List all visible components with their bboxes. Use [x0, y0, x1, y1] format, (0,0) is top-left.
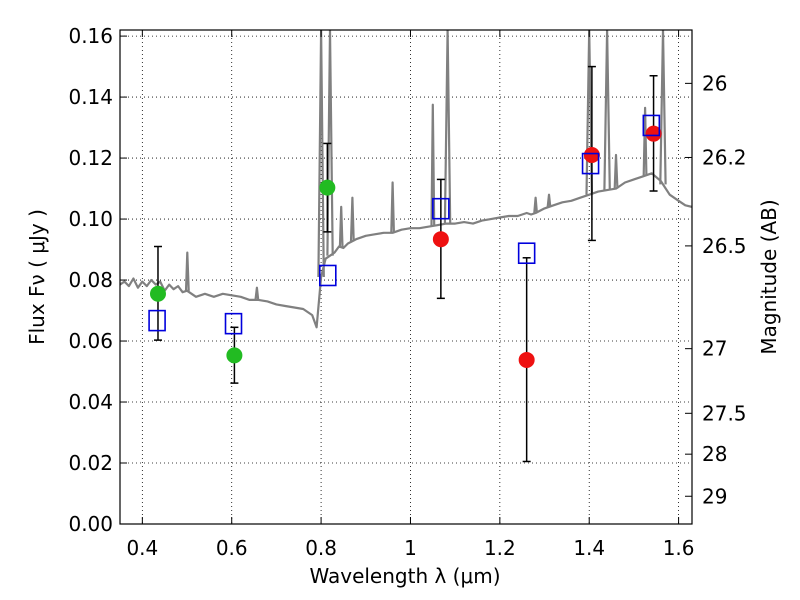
mag-tick-label: 26.2 [702, 145, 747, 169]
emission-line [430, 103, 436, 226]
mag-tick-label: 29 [702, 484, 727, 508]
y-tick-label: 0.08 [68, 268, 113, 292]
x-axis-label: Wavelength λ (μm) [309, 564, 500, 588]
spectrum-line [120, 172, 692, 329]
y-tick-label: 0.16 [68, 24, 113, 48]
y-tick-label: 0.06 [68, 329, 113, 353]
marker-layer [148, 114, 662, 368]
y-tick-label: 0.10 [68, 207, 113, 231]
x-tick-label: 0.4 [126, 536, 158, 560]
x-tick-label: 1 [404, 536, 417, 560]
y-axis-label: Flux Fν ( μJy ) [25, 209, 49, 345]
observed-point [319, 179, 336, 196]
emission-line [642, 106, 648, 176]
model-photometry-square [642, 114, 661, 137]
mag-tick-label: 26 [702, 71, 727, 95]
plot-area [120, 30, 692, 463]
emission-line [603, 30, 611, 191]
observed-point [149, 285, 166, 302]
x-tick-label: 1.2 [484, 536, 516, 560]
y-tick-label: 0.00 [68, 512, 113, 536]
mag-tick-label: 28 [702, 442, 727, 466]
model-photometry-square [432, 197, 450, 220]
y-tick-label: 0.12 [68, 146, 113, 170]
emission-line [390, 181, 395, 233]
emission-line [443, 30, 452, 224]
emission-line [349, 196, 355, 242]
model-photometry-square [581, 152, 600, 175]
y-tick-label: 0.14 [68, 85, 113, 109]
model-photometry-square [148, 309, 166, 332]
emission-line [338, 205, 344, 248]
y-tick-label: 0.04 [68, 390, 113, 414]
observed-point [518, 351, 535, 368]
errorbar-layer [153, 65, 658, 463]
x-tick-label: 1.6 [663, 536, 695, 560]
emission-line [546, 193, 552, 208]
y-tick-label: 0.02 [68, 451, 113, 475]
emission-line [184, 251, 190, 291]
mag-tick-label: 27 [702, 337, 727, 361]
observed-point [583, 147, 600, 164]
axis-ticks: 0.4 0.6 0.8 1 1.2 1.4 1.6 0.00 0.02 0.04 0.06 0.08 0… [68, 24, 746, 560]
x-tick-label: 0.8 [305, 536, 337, 560]
mag-tick-label: 26.5 [702, 234, 747, 258]
emission-line [613, 153, 619, 189]
model-photometry-square [318, 264, 337, 287]
emission-line [659, 30, 667, 185]
observed-point [226, 347, 243, 364]
mag-tick-label: 27.5 [702, 401, 747, 425]
spectrum-layer [120, 30, 692, 329]
model-photometry-square [224, 312, 243, 335]
x-tick-label: 0.6 [216, 536, 248, 560]
emission-line [585, 30, 593, 195]
x-tick-label: 1.4 [573, 536, 605, 560]
emission-line [533, 196, 538, 214]
emission-line [317, 30, 325, 278]
observed-point [645, 125, 662, 142]
y2-axis-label: Magnitude (AB) [757, 199, 781, 354]
model-photometry-square [517, 242, 536, 265]
observed-point [432, 231, 449, 248]
plot-frame [119, 29, 693, 525]
emission-line [254, 286, 260, 301]
